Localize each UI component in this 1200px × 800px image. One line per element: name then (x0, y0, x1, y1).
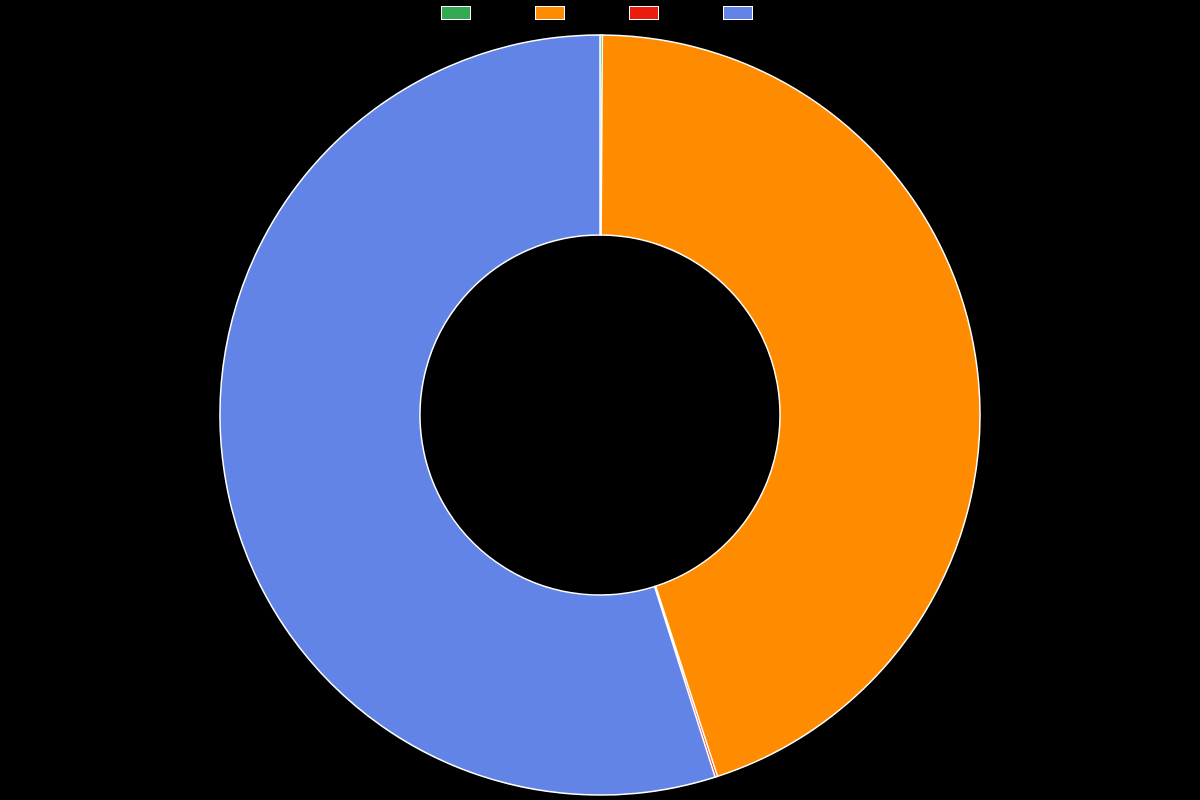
legend-item-0 (441, 6, 477, 20)
legend-swatch-2 (629, 6, 659, 20)
donut-chart (0, 30, 1200, 800)
legend-swatch-0 (441, 6, 471, 20)
donut-chart-container (0, 30, 1200, 800)
legend-swatch-1 (535, 6, 565, 20)
legend-item-1 (535, 6, 571, 20)
chart-legend (0, 6, 1200, 20)
legend-swatch-3 (723, 6, 753, 20)
legend-item-3 (723, 6, 759, 20)
legend-item-2 (629, 6, 665, 20)
